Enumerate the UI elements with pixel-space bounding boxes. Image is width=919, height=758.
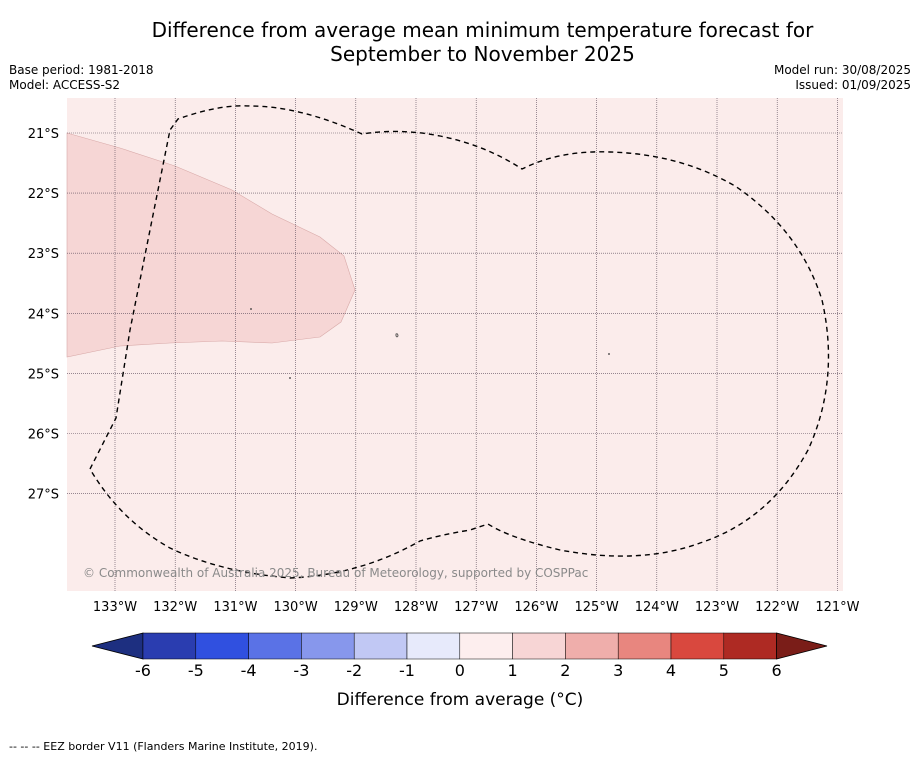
colorbar-tick-label: 0 (455, 661, 465, 680)
colorbar-tick-label: -3 (293, 661, 309, 680)
colorbar-over-arrow (776, 632, 828, 660)
title-line-2: September to November 2025 (330, 42, 635, 66)
longitude-label: 129°W (334, 600, 378, 615)
latitude-label: 27°S (28, 488, 59, 503)
longitude-labels: 133°W 132°W 131°W 130°W 129°W 128°W 127°W 126°W… (93, 600, 860, 615)
island-marker (608, 353, 610, 355)
graticule (67, 98, 843, 591)
colorbar-swatch (301, 632, 355, 660)
colorbar-swatch (565, 632, 619, 660)
longitude-label: 128°W (394, 600, 438, 615)
latitude-label: 26°S (28, 428, 59, 443)
left-metadata: Base period: 1981-2018 Model: ACCESS-S2 (9, 63, 154, 93)
island-marker (289, 377, 291, 379)
latitude-label: 25°S (28, 367, 59, 382)
title-line-1: Difference from average mean minimum tem… (151, 18, 814, 42)
model-name: Model: ACCESS-S2 (9, 78, 121, 92)
latitude-label: 21°S (28, 127, 59, 142)
colorbar-under-arrow (91, 632, 144, 660)
colorbar-tick-label: 1 (508, 661, 518, 680)
right-metadata: Model run: 30/08/2025 Issued: 01/09/2025 (774, 63, 911, 93)
longitude-label: 130°W (274, 600, 318, 615)
copyright-notice: © Commonwealth of Australia 2025, Bureau… (83, 566, 588, 580)
colorbar: -6 -5 -4 -3 -2 -1 0 1 2 3 4 5 6 (91, 632, 828, 680)
longitude-label: 122°W (755, 600, 799, 615)
longitude-label: 126°W (514, 600, 558, 615)
colorbar-swatch (617, 632, 672, 660)
colorbar-tick-label: -2 (346, 661, 362, 680)
colorbar-tick-label: 6 (772, 661, 782, 680)
latitude-label: 22°S (28, 187, 59, 202)
longitude-label: 125°W (575, 600, 619, 615)
longitude-label: 132°W (153, 600, 197, 615)
colorbar-label: Difference from average (°C) (337, 690, 584, 710)
colorbar-swatch (353, 632, 408, 660)
colorbar-swatch (670, 632, 725, 660)
colorbar-tick-label: 5 (719, 661, 729, 680)
longitude-label: 121°W (815, 600, 859, 615)
issued-date: Issued: 01/09/2025 (795, 78, 911, 92)
eez-border-legend: -- -- -- EEZ border V11 (Flanders Marine… (9, 740, 318, 753)
colorbar-swatch (512, 632, 566, 660)
colorbar-tick-label: 2 (560, 661, 570, 680)
model-run: Model run: 30/08/2025 (773, 63, 911, 77)
latitude-labels: 21°S 22°S 23°S 24°S 25°S 26°S 27°S (28, 127, 59, 503)
colorbar-swatch (142, 632, 197, 660)
longitude-label: 127°W (454, 600, 498, 615)
island-marker (395, 333, 399, 338)
longitude-label: 133°W (93, 600, 137, 615)
latitude-label: 24°S (28, 307, 59, 322)
colorbar-tick-label: 3 (613, 661, 623, 680)
latitude-label: 23°S (28, 247, 59, 262)
colorbar-tick-label: -5 (188, 661, 204, 680)
longitude-label: 124°W (635, 600, 679, 615)
colorbar-swatch (248, 632, 302, 660)
forecast-map: © Commonwealth of Australia 2025, Bureau… (28, 98, 860, 710)
colorbar-tick-label: 4 (666, 661, 676, 680)
colorbar-swatch (195, 632, 249, 660)
map-title: Difference from average mean minimum tem… (0, 18, 919, 66)
colorbar-tick-label: -6 (135, 661, 151, 680)
base-period: Base period: 1981-2018 (9, 63, 154, 77)
colorbar-swatch (406, 632, 461, 660)
colorbar-swatch (723, 632, 777, 660)
colorbar-tick-label: -1 (399, 661, 415, 680)
longitude-label: 131°W (213, 600, 257, 615)
island-marker (250, 308, 252, 310)
colorbar-swatch (459, 632, 513, 660)
longitude-label: 123°W (695, 600, 739, 615)
warm-anomaly-region (66, 132, 356, 358)
colorbar-tick-label: -4 (241, 661, 257, 680)
